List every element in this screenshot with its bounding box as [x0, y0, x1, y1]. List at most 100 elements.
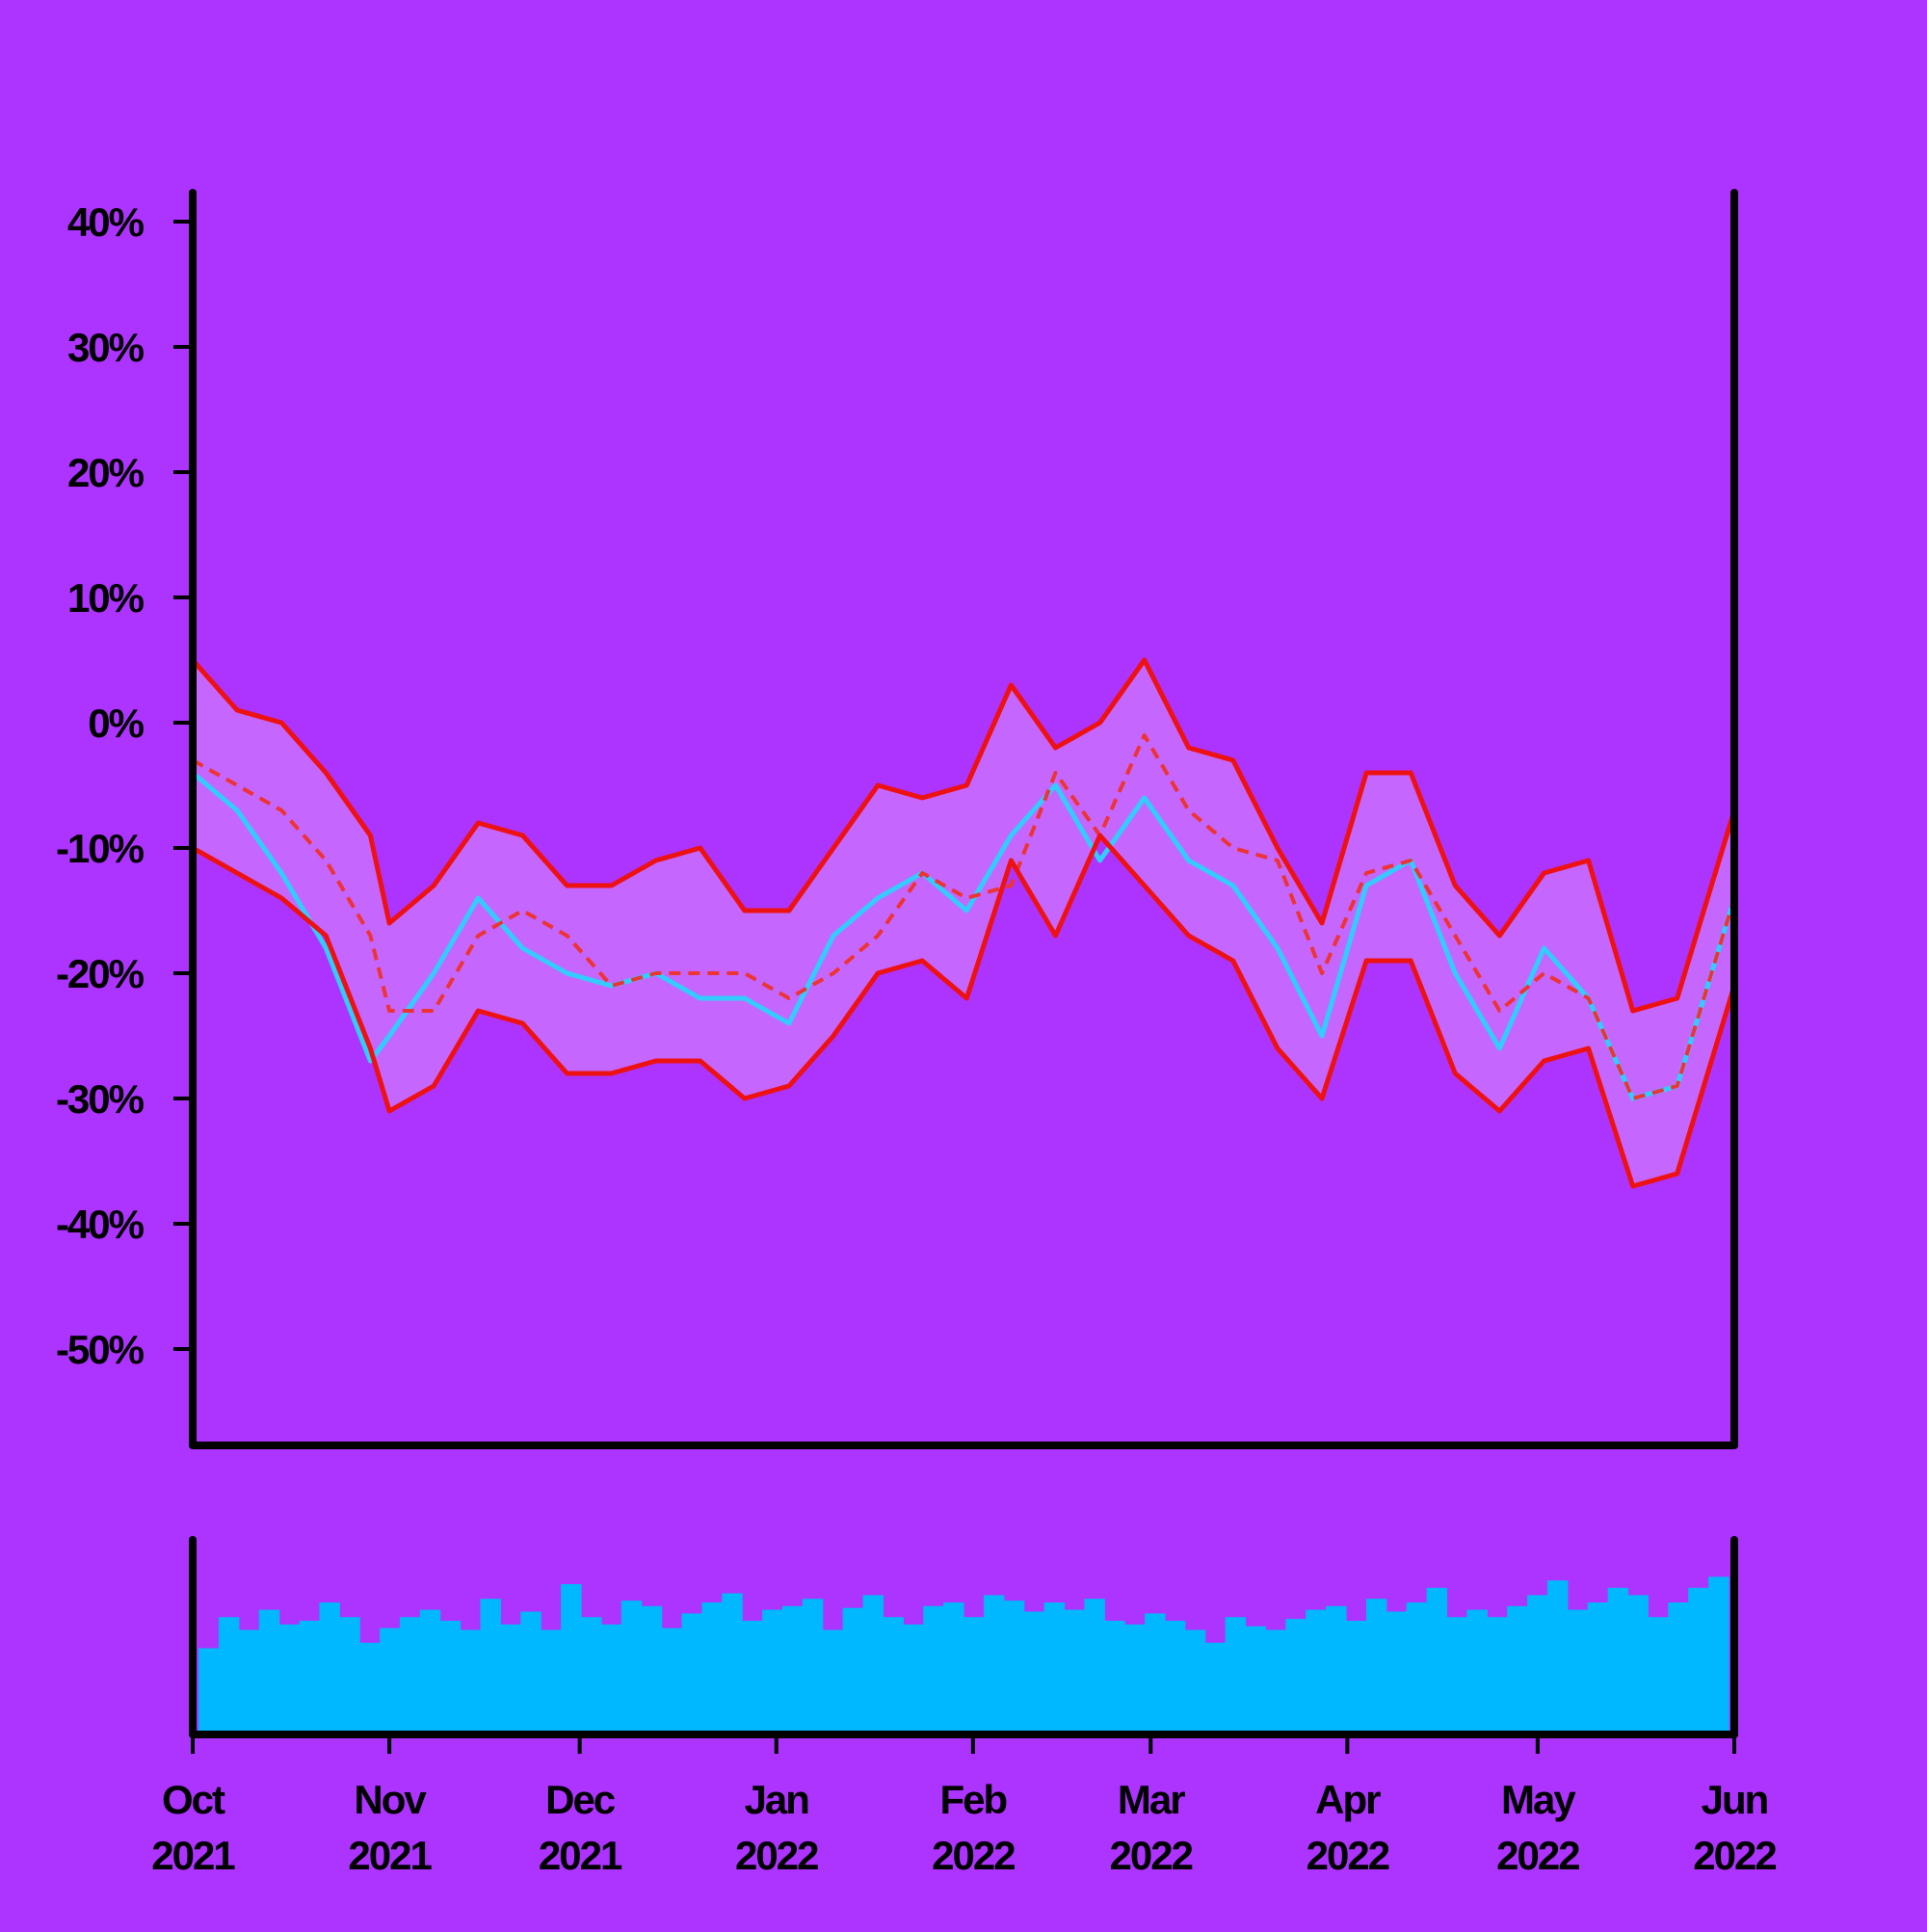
- volume-bar: [238, 1629, 260, 1731]
- volume-bar: [620, 1601, 643, 1731]
- volume-bar: [1607, 1587, 1629, 1731]
- volume-bar: [903, 1624, 924, 1731]
- volume-bar: [742, 1621, 763, 1731]
- x-tick-year: 2022: [1693, 1833, 1776, 1878]
- x-tick-year: 2021: [539, 1833, 622, 1878]
- volume-bar: [722, 1593, 743, 1731]
- volume-bar: [1527, 1595, 1548, 1731]
- upper-band-line: [191, 657, 1737, 1014]
- volume-bar: [862, 1595, 884, 1731]
- volume-bar: [399, 1617, 421, 1731]
- volume-bar: [1386, 1611, 1408, 1731]
- volume-bar: [439, 1621, 462, 1731]
- volume-bar: [1164, 1621, 1186, 1731]
- volume-bar: [1104, 1621, 1125, 1731]
- x-tick-year: 2021: [348, 1833, 432, 1878]
- volume-bar: [883, 1617, 904, 1731]
- volume-bar: [500, 1624, 521, 1731]
- volume-bar: [1023, 1611, 1045, 1731]
- volume-bar: [641, 1605, 663, 1731]
- volume-bar: [218, 1617, 240, 1731]
- volume-bar: [1426, 1587, 1448, 1731]
- y-tick-label: -30%: [56, 1076, 145, 1122]
- volume-bar: [802, 1599, 824, 1731]
- volume-bar: [1145, 1613, 1166, 1731]
- volume-bar: [661, 1628, 683, 1731]
- x-tick-year: 2021: [151, 1833, 235, 1878]
- volume-bar: [581, 1617, 602, 1731]
- volume-bar: [1204, 1642, 1227, 1731]
- x-tick-month: Apr: [1315, 1777, 1381, 1822]
- volume-bar: [701, 1602, 723, 1731]
- volume-bar: [822, 1629, 844, 1731]
- volume-bar: [1648, 1617, 1669, 1731]
- volume-bar: [1587, 1602, 1609, 1731]
- x-tick-month: Jun: [1702, 1777, 1768, 1822]
- volume-bar: [520, 1611, 541, 1731]
- y-tick-label: 20%: [67, 450, 145, 495]
- price-line: [191, 771, 1737, 1101]
- volume-bar: [319, 1602, 340, 1731]
- x-tick-year: 2022: [1110, 1833, 1193, 1878]
- volume-bar: [359, 1642, 381, 1731]
- volume-bar: [681, 1613, 702, 1731]
- volume-bar: [278, 1624, 301, 1731]
- volume-bar: [480, 1599, 501, 1731]
- band-lines: [191, 657, 1737, 1189]
- volume-bar: [1265, 1629, 1286, 1731]
- volume-bar: [1507, 1605, 1528, 1731]
- volume-bar: [1043, 1602, 1066, 1731]
- volume-bar: [541, 1629, 562, 1731]
- axes: [189, 189, 1738, 1738]
- volume-bar: [258, 1609, 280, 1731]
- x-tick-month: Mar: [1118, 1777, 1185, 1822]
- volume-bar: [1225, 1617, 1247, 1731]
- y-tick-label: 0%: [88, 701, 144, 746]
- middle-band-line: [192, 733, 1736, 1100]
- volume-bar: [1446, 1617, 1467, 1731]
- x-tick-year: 2022: [932, 1833, 1015, 1878]
- x-tick-year: 2022: [735, 1833, 818, 1878]
- volume-bar: [1708, 1576, 1729, 1731]
- volume-bar: [600, 1624, 622, 1731]
- volume-bar: [380, 1628, 401, 1731]
- volume-bar: [460, 1629, 482, 1731]
- volume-bar: [1306, 1609, 1327, 1731]
- y-axis-ticks: 40% 30% 20% 10% 0% -10% -20% -30% -40% -50%: [56, 199, 193, 1372]
- x-axis-ticks: Oct 2021 Nov 2021 Dec 2021 Jan 2022 Feb 2022 Mar 20…: [151, 1734, 1778, 1878]
- volume-bar: [923, 1605, 944, 1731]
- volume-bar: [781, 1605, 804, 1731]
- volume-bar: [1567, 1609, 1589, 1731]
- y-tick-label: -10%: [56, 826, 145, 871]
- y-tick-label: 30%: [67, 325, 145, 370]
- x-tick-month: Nov: [354, 1777, 427, 1822]
- y-tick-label: -50%: [56, 1327, 145, 1372]
- volume-bar: [1003, 1601, 1025, 1731]
- band-fill: [193, 660, 1734, 1186]
- lower-band-line: [191, 833, 1737, 1189]
- volume-bar: [1627, 1595, 1649, 1731]
- volume-bar: [1184, 1629, 1206, 1731]
- volume-bar: [561, 1584, 582, 1731]
- x-tick-month: May: [1501, 1777, 1576, 1822]
- volume-bar: [1285, 1619, 1307, 1731]
- y-tick-label: 10%: [67, 575, 145, 621]
- volume-bar: [1064, 1609, 1085, 1731]
- volume-bar: [299, 1621, 320, 1731]
- volume-bar: [1406, 1602, 1428, 1731]
- x-tick-year: 2022: [1496, 1833, 1579, 1878]
- band-area: [193, 660, 1734, 1186]
- volume-bar: [1346, 1621, 1367, 1731]
- y-tick-label: -40%: [56, 1202, 145, 1247]
- volume-bar: [198, 1648, 220, 1731]
- x-tick-month: Oct: [162, 1777, 225, 1822]
- volume-bar: [943, 1602, 964, 1731]
- volume-bar: [1245, 1626, 1266, 1731]
- x-tick-month: Dec: [545, 1777, 616, 1822]
- volume-bar: [1326, 1605, 1347, 1731]
- volume-bar: [1124, 1624, 1146, 1731]
- volume-bar: [419, 1609, 441, 1731]
- y-tick-label: 40%: [67, 199, 145, 245]
- volume-bar: [1084, 1599, 1105, 1731]
